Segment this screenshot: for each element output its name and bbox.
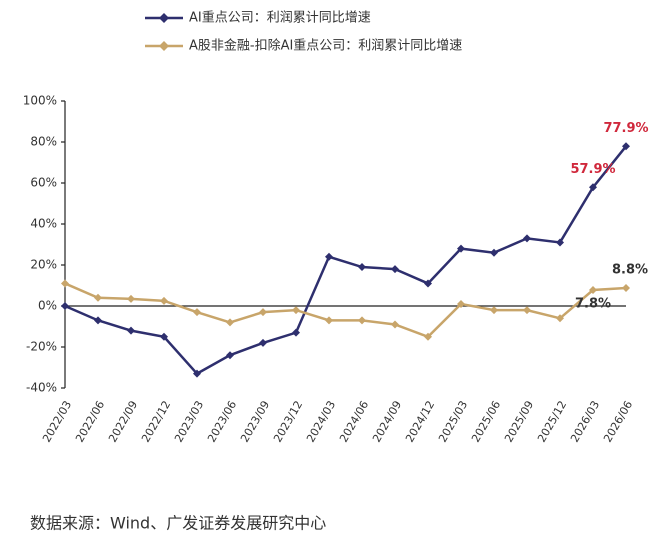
x-tick-label: 2024/12 xyxy=(403,399,437,445)
point-marker xyxy=(193,308,201,317)
x-tick-label: 2025/06 xyxy=(469,399,503,445)
point-marker xyxy=(424,332,432,341)
data-label: 7.8% xyxy=(575,297,611,312)
x-tick-label: 2026/06 xyxy=(601,399,635,445)
point-marker xyxy=(556,314,564,323)
x-tick-label: 2023/12 xyxy=(271,399,305,445)
point-marker xyxy=(292,306,300,315)
point-marker xyxy=(457,244,465,253)
y-tick-label: 80% xyxy=(30,135,57,149)
x-tick-label: 2023/09 xyxy=(238,399,272,445)
legend-label: AI重点公司：利润累计同比增速 xyxy=(189,10,371,26)
x-tick-label: 2022/09 xyxy=(106,399,140,445)
x-tick-label: 2023/03 xyxy=(172,399,206,445)
y-tick-label: 0% xyxy=(38,299,57,313)
point-marker xyxy=(424,279,432,288)
series-line xyxy=(64,145,627,376)
point-marker xyxy=(490,306,498,315)
x-tick-label: 2023/06 xyxy=(205,399,239,445)
y-tick-label: 20% xyxy=(30,258,57,272)
y-tick-label: 100% xyxy=(23,94,57,108)
point-marker xyxy=(556,238,564,247)
source-note: 数据来源：Wind、广发证券发展研究中心 xyxy=(30,514,326,533)
x-tick-label: 2025/12 xyxy=(535,399,569,445)
point-marker xyxy=(358,316,366,325)
point-marker xyxy=(61,279,69,288)
data-label: 77.9% xyxy=(603,121,648,136)
series-line xyxy=(64,282,627,339)
point-marker xyxy=(61,302,69,310)
point-marker xyxy=(490,248,498,257)
legend-label: A股非金融-扣除AI重点公司：利润累计同比增速 xyxy=(189,38,462,54)
point-marker xyxy=(622,283,630,292)
point-marker xyxy=(391,265,399,274)
y-tick-label: 60% xyxy=(30,176,57,190)
x-tick-label: 2025/09 xyxy=(502,399,536,445)
data-label: 8.8% xyxy=(612,262,648,277)
x-tick-label: 2022/06 xyxy=(73,399,107,445)
point-marker xyxy=(523,306,531,315)
point-marker xyxy=(193,369,201,378)
point-marker xyxy=(325,316,333,325)
point-marker xyxy=(94,293,102,302)
x-tick-label: 2022/12 xyxy=(139,399,173,445)
point-marker xyxy=(292,328,300,337)
point-marker xyxy=(589,286,597,295)
point-marker xyxy=(94,316,102,325)
point-marker xyxy=(391,320,399,329)
point-marker xyxy=(160,296,168,305)
point-marker xyxy=(226,351,234,360)
point-marker xyxy=(127,326,135,335)
point-marker xyxy=(325,252,333,261)
y-tick-label: -20% xyxy=(26,340,57,354)
x-tick-label: 2024/06 xyxy=(337,399,371,445)
x-tick-label: 2025/03 xyxy=(436,399,470,445)
x-tick-label: 2022/03 xyxy=(40,399,74,445)
point-marker xyxy=(589,183,597,192)
point-marker xyxy=(358,263,366,272)
point-marker xyxy=(622,142,630,151)
data-label: 57.9% xyxy=(570,162,615,177)
point-marker xyxy=(523,234,531,243)
point-marker xyxy=(160,332,168,341)
point-marker xyxy=(259,338,267,347)
y-tick-label: 40% xyxy=(30,217,57,231)
point-marker xyxy=(127,294,135,303)
legend-marker xyxy=(159,41,169,51)
point-marker xyxy=(226,318,234,327)
x-tick-label: 2024/03 xyxy=(304,399,338,445)
point-marker xyxy=(457,299,465,308)
y-tick-label: -40% xyxy=(26,381,57,395)
x-tick-label: 2026/03 xyxy=(568,399,602,445)
legend-marker xyxy=(159,13,169,23)
point-marker xyxy=(259,308,267,317)
x-tick-label: 2024/09 xyxy=(370,399,404,445)
